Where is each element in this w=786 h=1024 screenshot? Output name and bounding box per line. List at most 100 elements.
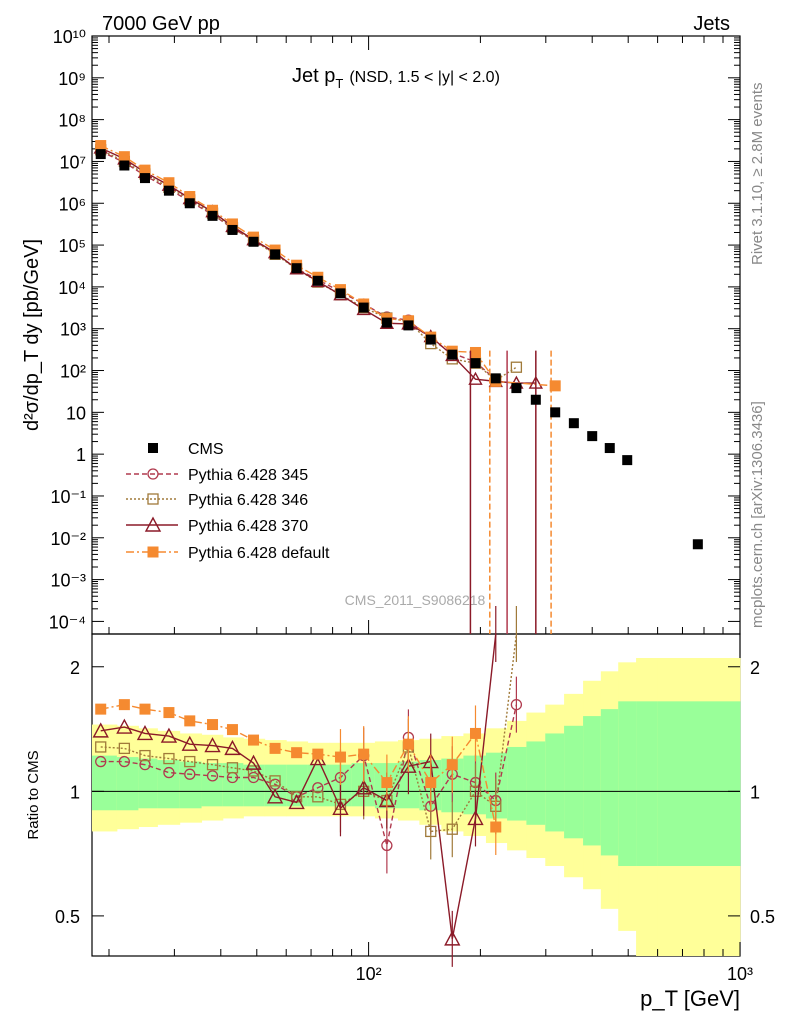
data-point [470, 358, 481, 369]
x-axis-label: p_T [GeV] [640, 986, 740, 1011]
y-tick-label: 10⁻³ [50, 571, 86, 591]
header-energy: 7000 GeV pp [102, 13, 220, 35]
data-point [226, 724, 238, 736]
y-tick-label: 10⁶ [59, 194, 86, 214]
data-point [207, 210, 218, 221]
data-point [312, 748, 324, 760]
data-point [490, 373, 501, 384]
y-tick-label: 10¹⁰ [53, 27, 86, 47]
data-point [181, 735, 198, 751]
band-green [485, 752, 508, 819]
data-point [425, 777, 437, 789]
ratio-y-ticks: 0.5 0.5 1 1 2 2 [55, 658, 775, 927]
band-green [116, 757, 139, 811]
y-tick-label: 10⁻⁴ [49, 612, 86, 632]
x-tick-label: 10³ [727, 964, 753, 984]
band-green [657, 701, 741, 867]
data-point [147, 493, 159, 505]
data-point [148, 443, 158, 453]
ratio-tick-label: 2 [70, 658, 80, 678]
data-point [358, 748, 370, 760]
main-title: Jet pT (NSD, 1.5 < |y| < 2.0) [292, 65, 500, 91]
data-point [447, 349, 458, 360]
data-point [92, 722, 109, 738]
data-point [469, 727, 481, 739]
data-point [490, 821, 502, 833]
ratio-series [92, 606, 523, 967]
data-point [184, 715, 196, 727]
legend-label: Pythia 6.428 default [188, 545, 330, 562]
data-point [118, 699, 130, 711]
data-point [355, 779, 372, 795]
data-point [144, 516, 162, 532]
data-point [425, 825, 437, 838]
data-point [291, 747, 303, 759]
y-tick-label: 1 [76, 445, 86, 465]
data-point [160, 727, 178, 743]
data-point [312, 782, 324, 794]
band-green [583, 716, 602, 846]
y-tick-label: 10⁷ [59, 152, 86, 172]
data-point [288, 793, 305, 810]
ratio-ylabel: Ratio to CMS [25, 750, 42, 839]
ratio-tick-label: 0.5 [55, 907, 80, 927]
band-green [636, 701, 659, 867]
data-point [118, 742, 131, 755]
data-point [402, 738, 414, 750]
legend-item: Pythia 6.428 370 [126, 516, 308, 535]
data-point [147, 546, 159, 558]
band-green [243, 764, 266, 807]
data-point [118, 151, 130, 163]
header-jets: Jets [693, 13, 730, 35]
data-point [425, 334, 436, 345]
data-point [184, 755, 196, 768]
data-point [119, 160, 130, 171]
data-point [444, 930, 461, 946]
data-point [269, 775, 281, 787]
data-point [400, 757, 417, 773]
band-green [545, 733, 565, 832]
legend-label: Pythia 6.428 370 [188, 518, 308, 535]
data-point [510, 698, 523, 711]
data-point [139, 759, 151, 771]
data-point [139, 173, 150, 184]
data-point [226, 762, 239, 774]
legend-item: CMS [148, 441, 224, 458]
data-point [95, 149, 106, 160]
band-green [222, 763, 244, 807]
y-tick-label: 10³ [60, 320, 86, 340]
data-point [136, 724, 154, 741]
data-point [147, 468, 159, 480]
y-tick-label: 10⁹ [58, 69, 86, 89]
data-point [622, 455, 633, 466]
data-point [312, 275, 323, 286]
x-tick-label: 10² [356, 964, 382, 984]
legend-item: Pythia 6.428 default [126, 545, 330, 562]
ratio-tick-label-right: 1 [750, 782, 760, 802]
data-point [312, 791, 324, 803]
y-tick-label: 10⁸ [58, 111, 86, 131]
side-mcplots: mcplots.cern.ch [arXiv:1306.3436] [749, 401, 766, 628]
data-point [550, 407, 561, 418]
data-point [207, 719, 219, 731]
data-point [163, 185, 174, 196]
data-point [206, 770, 219, 782]
data-point [446, 759, 458, 771]
data-point [358, 302, 369, 313]
data-point [467, 809, 484, 826]
data-point [163, 752, 175, 765]
data-point [446, 823, 458, 835]
y-tick-label: 10⁻¹ [50, 487, 86, 507]
data-point [381, 839, 393, 852]
data-point [381, 317, 392, 328]
ratio-series-4 [95, 699, 502, 855]
band-green [179, 761, 203, 809]
y-tick-label: 10⁵ [59, 236, 86, 256]
data-point [332, 799, 349, 815]
data-point [270, 249, 281, 260]
band-green [201, 763, 224, 807]
legend-item: Pythia 6.428 346 [126, 492, 308, 509]
data-point [163, 766, 175, 779]
data-point [116, 718, 133, 734]
